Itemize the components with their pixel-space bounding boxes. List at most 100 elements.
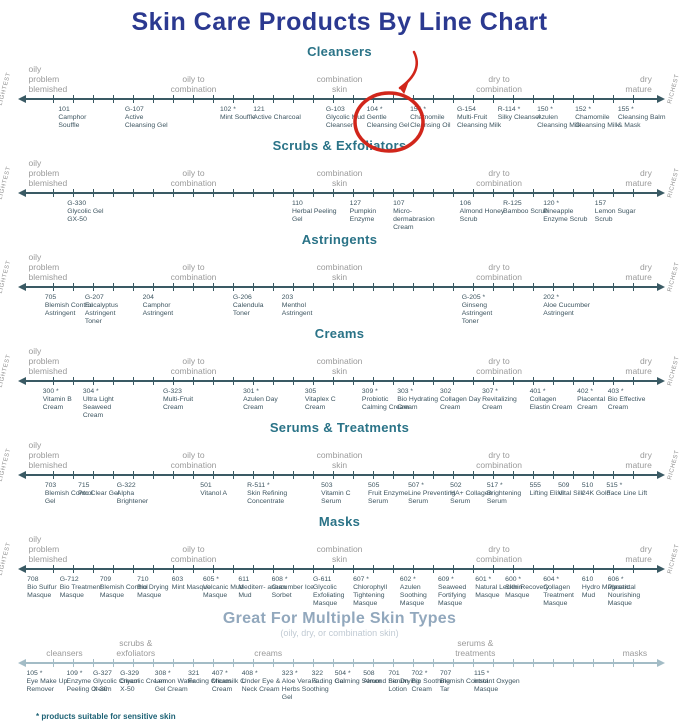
section-cleansers: Cleansers oily problem blemished oily to c… (0, 44, 679, 138)
product-305: 305 Vitaplex C Cream (305, 388, 353, 412)
product-code: G-322 (116, 482, 136, 489)
product-G329: G-329 Glycolic Cream X-50 (120, 670, 168, 694)
section-subtitle: (oily, dry, or combination skin) (280, 628, 399, 638)
product-name: Natural Lecithin Masque (475, 584, 523, 600)
scale-line (18, 95, 665, 103)
skin-type-label: oily problem blemished (28, 251, 68, 282)
product-name: Mediterr- anean Mud (238, 584, 287, 600)
product-code: 501 (200, 482, 212, 489)
product-name: Vitamin B Cream (42, 396, 72, 412)
product-name: Eucalyptus Astringent Toner (84, 302, 119, 326)
product-name: Camphor Souffle (58, 114, 87, 130)
product-code: G-611 (313, 576, 332, 583)
product-code: 705 (44, 294, 57, 301)
product-602: 602 * Azulen Soothing Masque (400, 576, 448, 609)
skin-type-label: oily to combination (170, 73, 217, 94)
product-name: Volcanic Mud Masque (203, 584, 244, 600)
scale-ticks (34, 377, 649, 385)
product-603: 603 Mint Masque (172, 576, 220, 592)
product-code: 115 * (473, 670, 490, 677)
skin-type-label: oily problem blemished (28, 345, 68, 376)
product-name: Cucumber Ice Sorbet (271, 584, 314, 600)
skin-type-label: oily problem blemished (28, 157, 68, 188)
product-402: 402 * Placental Cream (577, 388, 625, 412)
product-609: 609 * Seaweed Fortifying Masque (438, 576, 486, 609)
product-code: G-329 (120, 670, 140, 677)
product-code: G-206 (232, 294, 252, 301)
product-code: G-330 (67, 200, 87, 207)
product-code: 308 * (154, 670, 171, 677)
product-606: 606 * Placental Nourishing Masque (608, 576, 656, 609)
skin-type-label: dry to combination (476, 261, 522, 282)
product-code: 304 * (82, 388, 99, 395)
product-name: Multi-Fruit Cleansing Milk (456, 114, 502, 130)
product-name: Azulen Soothing Masque (399, 584, 427, 608)
product-code: 107 (393, 200, 405, 207)
product-name: Glycolic Cream X-30 (93, 678, 140, 694)
product-name: Gentle Cleansing Gel (366, 114, 410, 130)
product-code: 101 (58, 106, 70, 113)
product-code: 322 (311, 670, 323, 677)
skin-type-label: creams (254, 647, 283, 658)
product-name: Calendula Toner (232, 302, 264, 318)
product-107: 107 Micro-dermabrasion Cream (393, 200, 441, 233)
product-code: 408 * (241, 670, 258, 677)
product-code: 121 (253, 106, 265, 113)
product-code: 505 (368, 482, 380, 489)
product-154: 154 * Chamomile Cleansing Oil (410, 106, 458, 130)
product-name: Chamomile Cleansing Oil (410, 114, 451, 130)
product-308: 308 * Lemon Water Gel Cream (155, 670, 203, 694)
section-title-astringents: Astringents (301, 232, 378, 247)
product-101: 101 Camphor Souffle (58, 106, 106, 130)
product-name: Blemish Control Astringent (44, 302, 93, 318)
product-name: Herbal Peeling Gel (291, 208, 337, 224)
product-G322: G-322 Alpha Brightener (117, 482, 165, 506)
product-301: 301 * Azulen Day Cream (243, 388, 291, 412)
skin-type-label: oily to combination (170, 543, 217, 564)
product-302: 302 Collagen Day Cream (440, 388, 488, 412)
product-code: 202 * (543, 294, 560, 301)
product-code: G-207 (84, 294, 104, 301)
product-code: 710 (137, 576, 149, 583)
skin-type-label: combination skin (316, 543, 363, 564)
product-708: 708 Bio Sulfur Masque (27, 576, 75, 600)
product-code: 607 * (353, 576, 369, 583)
product-name: 24K Gold (581, 490, 611, 498)
product-code: 302 (439, 388, 452, 395)
product-R125: R-125 Bamboo Scrub (503, 200, 551, 216)
product-name: Alpha Brightener (116, 490, 149, 506)
product-R114: R-114 * Silky Cleanser (498, 106, 546, 122)
product-203: 203 Menthol Astringent (282, 294, 330, 318)
skin-type-labels: oily problem blemished oily to combinatio… (0, 526, 679, 564)
section-masks: Masks oily problem blemished oily to combi… (0, 514, 679, 608)
product-name: Cleansing Balm & Mask (617, 114, 666, 130)
skin-type-label: dry to combination (476, 167, 522, 188)
product-code: 611 (238, 576, 250, 583)
product-608: 608 * Cucumber Ice Sorbet (272, 576, 320, 600)
product-code: 152 * (575, 106, 591, 113)
product-code: R-511 * (247, 482, 270, 489)
product-309: 309 * Probiotic Calming Cream (362, 388, 410, 412)
product-name: Bamboo Scrub (503, 208, 549, 216)
skin-type-label: cleansers (46, 647, 83, 658)
product-504: 504 * Calming Serum (335, 670, 383, 686)
product-name: Vital Silk (558, 490, 585, 498)
product-605: 605 * Volcanic Mud Masque (203, 576, 251, 600)
skin-type-labels: oily problem blemished oily to combinatio… (0, 244, 679, 282)
section-title-creams: Creams (314, 326, 365, 341)
product-code: 402 * (577, 388, 594, 395)
product-name: Vitanol A (200, 490, 228, 498)
product-name: Face Line Lift (606, 490, 648, 498)
product-code: 507 * (408, 482, 424, 489)
product-307: 307 * Revitalizing Cream (482, 388, 530, 412)
section-serums: Serums & Treatments oily problem blemishe… (0, 420, 679, 514)
product-name: Vitaplex C Cream (304, 396, 336, 412)
product-name: Menthol Astringent (281, 302, 313, 318)
product-code: 127 (349, 200, 362, 207)
section-scrubs: Scrubs & Exfoliators oily problem blemish… (0, 138, 679, 232)
product-name: Multi-Fruit Cream (162, 396, 194, 412)
product-name: Bio Sulfur Masque (27, 584, 57, 600)
product-204: 204 Camphor Astringent (143, 294, 191, 318)
product-155: 155 * Cleansing Balm & Mask (618, 106, 666, 130)
product-name: Fading Gel (311, 678, 345, 686)
